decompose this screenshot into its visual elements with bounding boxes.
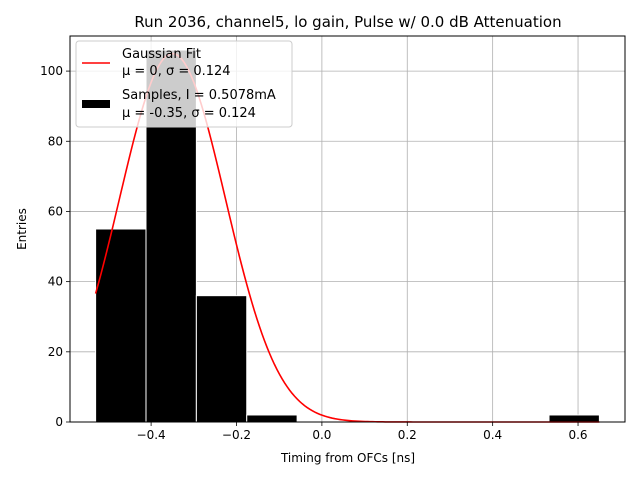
y-tick-label: 100 [40,64,63,78]
histogram-bar [548,414,600,423]
x-tick-label: 0.6 [568,428,587,442]
x-tick-label: 0.4 [483,428,502,442]
y-axis-label: Entries [15,208,29,250]
legend-samples-label: Samples, I = 0.5078mA [122,88,276,103]
x-tick-label: 0.0 [312,428,331,442]
legend: Gaussian Fit μ = 0, σ = 0.124 Samples, I… [75,40,293,128]
y-tick-label: 20 [48,345,63,359]
legend-box [75,40,293,128]
histogram-bar [95,228,147,423]
legend-samples-swatch [82,100,110,108]
x-tick-label: −0.2 [222,428,251,442]
plot-frame [69,35,626,423]
x-tick-label: 0.2 [398,428,417,442]
y-axis-ticks: 0 20 40 60 80 100 [40,64,70,429]
x-axis-label: Timing from OFCs [ns] [280,451,415,465]
legend-samples-stats: μ = -0.35, σ = 0.124 [122,106,256,121]
histogram-bar [246,414,298,423]
y-tick-label: 40 [48,275,63,289]
legend-fit-stats: μ = 0, σ = 0.124 [122,64,231,79]
x-axis-ticks: −0.4 −0.2 0.0 0.2 0.4 0.6 [137,422,588,442]
histogram-bar [195,295,248,423]
chart-title: Run 2036, channel5, lo gain, Pulse w/ 0.… [134,13,561,31]
x-tick-label: −0.4 [137,428,166,442]
y-tick-label: 0 [55,415,63,429]
y-tick-label: 80 [48,134,63,148]
y-tick-label: 60 [48,204,63,218]
legend-fit-label: Gaussian Fit [122,47,201,62]
